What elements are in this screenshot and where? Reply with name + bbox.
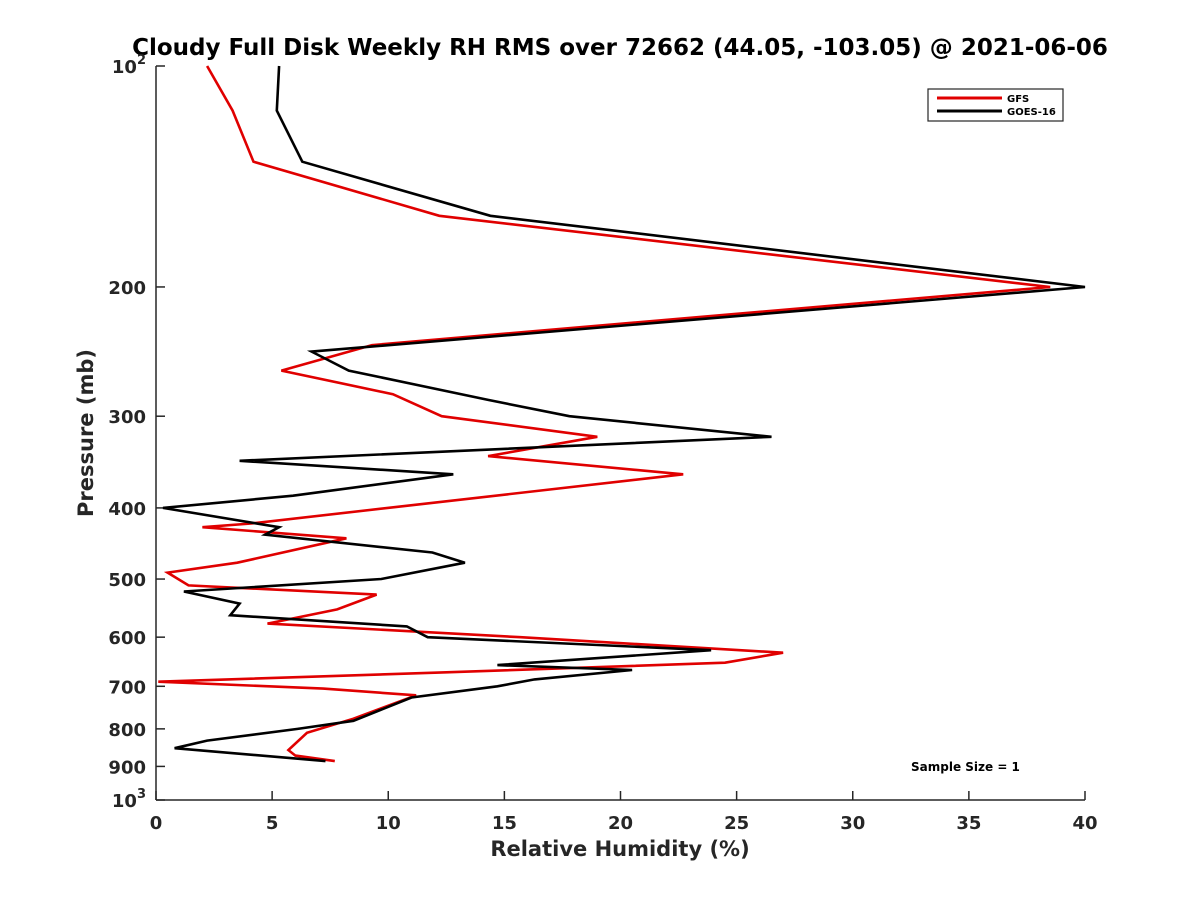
x-tick-label: 40 <box>1072 813 1097 834</box>
y-tick-label: 300 <box>108 407 146 428</box>
series-layer <box>158 65 1086 763</box>
x-tick-label: 25 <box>724 813 749 834</box>
y-tick-label: 800 <box>108 720 146 741</box>
y-ticks: 102 200 300 400 500 600 700 800 900 103 <box>108 53 165 812</box>
x-axis-label: Relative Humidity (%) <box>490 837 749 861</box>
y-axis-label: Pressure (mb) <box>74 349 98 517</box>
x-tick-label: 5 <box>266 813 279 834</box>
plot-area <box>155 66 1085 801</box>
y-tick-label: 200 <box>108 278 146 299</box>
y-tick-label: 700 <box>108 677 146 698</box>
y-tick-label: 103 <box>112 787 146 812</box>
chart-title: Cloudy Full Disk Weekly RH RMS over 7266… <box>132 35 1108 61</box>
y-tick-label: 600 <box>108 628 146 649</box>
y-tick-label: 500 <box>108 570 146 591</box>
x-tick-label: 30 <box>840 813 865 834</box>
x-tick-label: 0 <box>150 813 163 834</box>
y-tick-label: 900 <box>108 757 146 778</box>
legend-label-goes16: GOES-16 <box>1007 107 1056 118</box>
sample-size-annotation: Sample Size = 1 <box>911 760 1020 774</box>
x-tick-label: 10 <box>376 813 401 834</box>
x-tick-label: 35 <box>956 813 981 834</box>
y-tick-label: 102 <box>112 53 146 78</box>
x-tick-label: 15 <box>492 813 517 834</box>
y-tick-label: 400 <box>108 499 146 520</box>
legend: GFS GOES-16 <box>927 88 1064 122</box>
x-tick-label: 20 <box>608 813 633 834</box>
series-line-goes16 <box>162 65 1086 763</box>
legend-label-gfs: GFS <box>1007 94 1029 105</box>
legend-box <box>927 88 1064 122</box>
series-line-gfs <box>158 65 1051 763</box>
x-ticks: 0 5 10 15 20 25 30 35 40 <box>150 791 1098 834</box>
